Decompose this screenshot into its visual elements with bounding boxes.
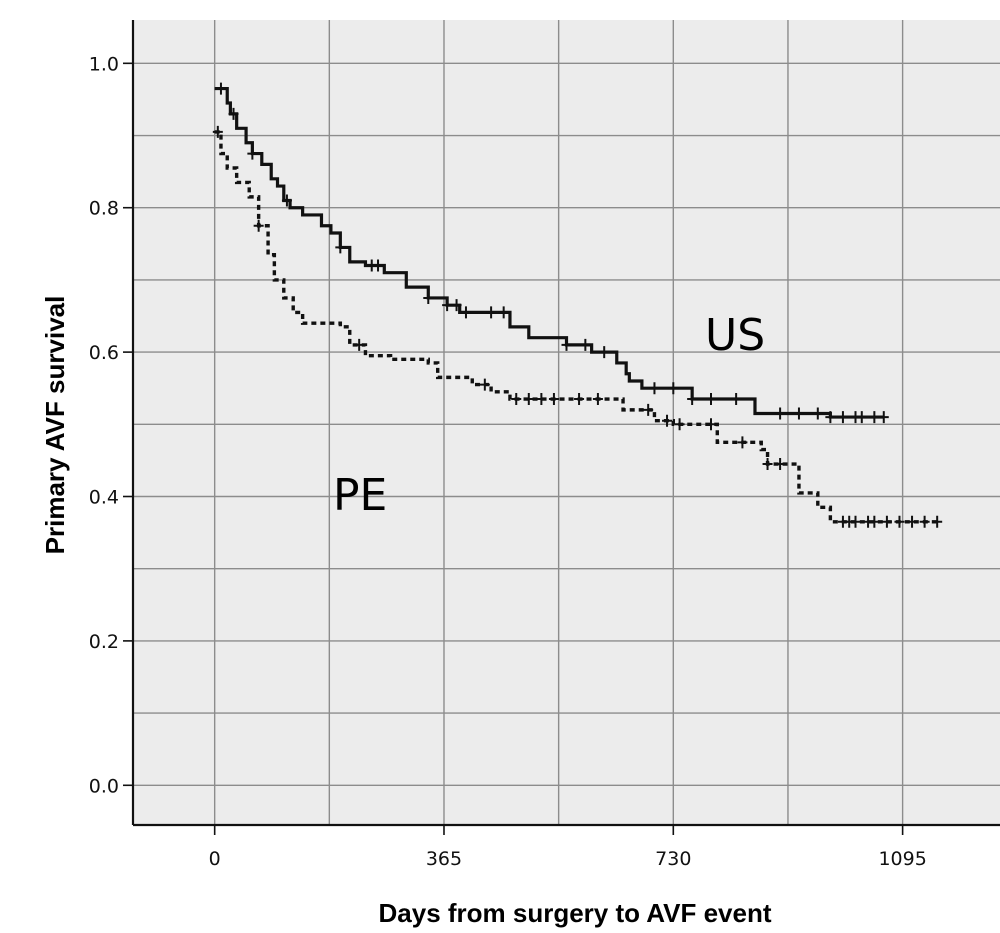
censor-mark-us <box>442 299 453 312</box>
censor-mark-us <box>215 82 226 95</box>
x-axis-title: Days from surgery to AVF event <box>379 898 772 928</box>
series-pe <box>212 125 943 528</box>
y-tick-label: 0.0 <box>89 775 119 797</box>
annotation-pe: PE <box>333 470 387 521</box>
censor-mark-us <box>793 407 804 420</box>
censor-mark-us <box>460 306 471 319</box>
y-tick-label: 1.0 <box>89 53 119 75</box>
censor-mark-pe <box>932 515 943 528</box>
y-tick-label: 0.2 <box>89 631 119 653</box>
plot-area <box>133 20 1000 825</box>
x-tick-label: 0 <box>209 848 221 870</box>
censor-mark-pe <box>536 393 547 406</box>
censor-mark-us <box>706 393 716 406</box>
x-axis-ticks: 0 365 730 1095 <box>209 825 927 870</box>
censor-mark-pe <box>737 436 748 449</box>
censor-mark-us <box>825 411 836 424</box>
censor-mark-pe <box>919 515 930 528</box>
y-tick-label: 0.8 <box>89 198 119 220</box>
censor-mark-us <box>373 259 384 272</box>
censor-mark-us <box>247 147 258 160</box>
censor-mark-us <box>580 338 591 351</box>
annotation-us: US <box>705 310 765 361</box>
censor-mark-us <box>486 306 497 319</box>
censor-mark-us <box>228 107 239 120</box>
censor-mark-us <box>687 393 698 406</box>
censor-mark-us <box>837 411 848 424</box>
censor-mark-pe <box>674 418 685 431</box>
x-tick-label: 365 <box>426 848 462 870</box>
censor-mark-us <box>335 241 346 254</box>
censor-mark-pe <box>881 515 892 528</box>
censor-mark-us <box>561 338 572 351</box>
censor-mark-pe <box>643 403 654 416</box>
censor-mark-us <box>812 407 823 420</box>
censor-mark-pe <box>869 515 880 528</box>
censor-mark-pe <box>850 515 861 528</box>
gridlines <box>133 20 1000 825</box>
censor-mark-us <box>281 194 292 207</box>
censor-mark-us <box>451 299 462 312</box>
censor-mark-us <box>856 411 867 424</box>
km-curve-us <box>214 86 884 419</box>
censor-mark-pe <box>574 393 585 406</box>
censor-mark-pe <box>548 393 559 406</box>
censor-mark-us <box>775 407 786 420</box>
censor-mark-pe <box>354 338 365 351</box>
censor-mark-us <box>423 291 434 304</box>
y-tick-label: 0.6 <box>89 342 119 364</box>
censor-mark-pe <box>762 458 773 471</box>
series-us <box>214 82 889 424</box>
censor-mark-us <box>869 411 880 424</box>
censor-mark-us <box>878 411 889 424</box>
censor-mark-pe <box>662 414 673 427</box>
censor-mark-us <box>498 306 509 319</box>
censor-mark-pe <box>894 515 905 528</box>
censor-mark-us <box>731 393 742 406</box>
censor-mark-us <box>668 382 679 395</box>
series-layer <box>212 82 943 528</box>
censor-mark-us <box>599 346 610 359</box>
axes <box>131 20 1000 827</box>
censor-mark-pe <box>212 125 223 138</box>
x-tick-label: 730 <box>655 848 691 870</box>
censor-mark-pe <box>706 418 716 431</box>
censor-mark-pe <box>523 393 534 406</box>
x-tick-label: 1095 <box>878 848 926 870</box>
censor-mark-us <box>649 382 660 395</box>
y-axis-title: Primary AVF survival <box>40 296 70 555</box>
y-tick-label: 0.4 <box>89 487 119 509</box>
censor-mark-pe <box>479 378 490 391</box>
y-axis-ticks: 0.0 0.2 0.4 0.6 0.8 1.0 <box>89 53 133 797</box>
censor-mark-pe <box>592 393 603 406</box>
censor-mark-pe <box>907 515 918 528</box>
censor-mark-pe <box>253 219 264 232</box>
censor-mark-pe <box>511 393 522 406</box>
censor-mark-pe <box>775 458 786 471</box>
